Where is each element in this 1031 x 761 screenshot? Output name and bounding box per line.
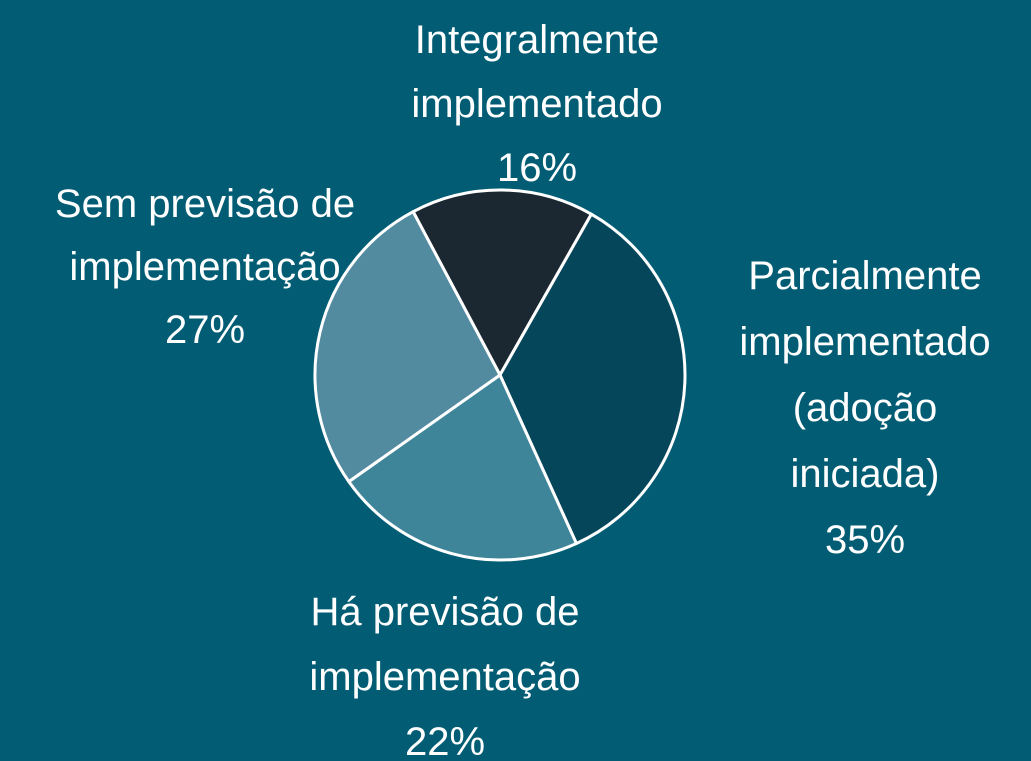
slice-label: Sem previsão de implementação 27% — [35, 173, 375, 362]
pie-slice — [498, 212, 687, 545]
category-label: Sem previsão de implementação — [54, 182, 356, 289]
pie-slice — [313, 210, 502, 484]
value-label: 27% — [164, 308, 246, 352]
category-label: Parcialmente implementado (adoção inicia… — [739, 254, 991, 496]
pie-slice — [347, 373, 578, 562]
slice-label: Integralmente implementado 16% — [367, 8, 707, 200]
value-label: 35% — [824, 518, 906, 562]
slice-label: Parcialmente implementado (adoção inicia… — [720, 243, 1010, 573]
value-label: 16% — [496, 146, 578, 190]
value-label: 22% — [404, 720, 486, 761]
slice-label: Há previsão de implementação 22% — [275, 580, 615, 761]
category-label: Há previsão de implementação — [309, 590, 581, 699]
pie-slice — [411, 188, 593, 377]
category-label: Integralmente implementado — [411, 18, 663, 126]
